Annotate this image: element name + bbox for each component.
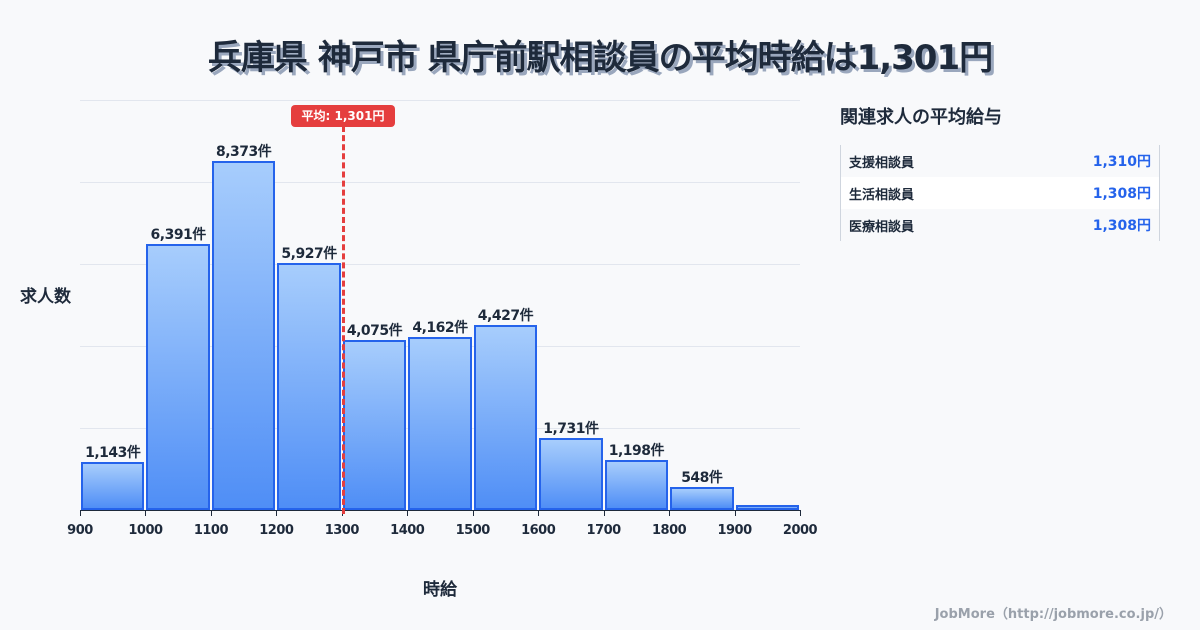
x-tick bbox=[80, 510, 81, 516]
x-axis-label: 時給 bbox=[423, 580, 457, 600]
bar-value-label: 4,162件 bbox=[412, 319, 468, 336]
x-tick-label: 1500 bbox=[455, 523, 491, 538]
job-name: 医療相談員 bbox=[849, 219, 915, 235]
histogram-bar bbox=[735, 505, 799, 510]
page-title: 兵庫県 神戸市 県庁前駅相談員の平均時給は1,301円 bbox=[207, 38, 993, 78]
x-tick-label: 1600 bbox=[521, 523, 556, 538]
histogram-bar bbox=[604, 460, 669, 510]
bar-value-label: 1,731件 bbox=[543, 420, 599, 437]
x-tick bbox=[538, 510, 540, 516]
job-name: 支援相談員 bbox=[849, 155, 915, 171]
related-salary-title: 関連求人の平均給与 bbox=[840, 107, 1002, 128]
histogram-bar bbox=[670, 487, 734, 510]
histogram-bar bbox=[81, 462, 145, 510]
footer-credit: JobMore（http://jobmore.co.jp/） bbox=[934, 607, 1172, 622]
x-tick bbox=[669, 510, 671, 516]
related-salary-row: 医療相談員 1,308円 bbox=[841, 209, 1159, 241]
x-tick-label: 1000 bbox=[128, 523, 163, 538]
x-tick-label: 1800 bbox=[651, 523, 687, 538]
job-salary: 1,310円 bbox=[1092, 154, 1151, 170]
x-axis bbox=[80, 510, 800, 511]
bar-value-label: 1,143件 bbox=[85, 445, 141, 462]
histogram-bar bbox=[211, 160, 276, 510]
histogram-bar bbox=[146, 243, 210, 510]
bar-value-label: 6,391件 bbox=[150, 226, 207, 243]
histogram-bar bbox=[277, 262, 341, 510]
bar-value-label: 1,198件 bbox=[608, 443, 665, 460]
bar-value-label: 5,927件 bbox=[281, 245, 337, 262]
gridline bbox=[80, 100, 800, 101]
x-tick-label: 1200 bbox=[259, 523, 294, 538]
x-tick-label: 1400 bbox=[390, 523, 425, 538]
x-tick-label: 1700 bbox=[586, 523, 622, 538]
job-salary: 1,308円 bbox=[1092, 186, 1151, 202]
related-salary-row: 生活相談員 1,308円 bbox=[841, 177, 1159, 209]
average-badge: 平均: 1,301円 bbox=[291, 105, 395, 127]
bar-value-label: 4,427件 bbox=[477, 308, 534, 325]
histogram-bar bbox=[342, 340, 407, 510]
x-tick bbox=[472, 510, 474, 516]
x-tick bbox=[603, 510, 605, 516]
x-tick-label: 900 bbox=[67, 523, 93, 538]
bar-value-label: 548件 bbox=[681, 470, 723, 487]
histogram-plot: 1,143件 6,391件 8,373件 5,927件 4,075件 4,162件 4,42… bbox=[80, 100, 800, 510]
average-line bbox=[342, 126, 345, 514]
histogram-bar bbox=[473, 325, 538, 510]
x-tick bbox=[800, 510, 801, 516]
x-tick bbox=[210, 510, 212, 516]
bar-value-label: 4,075件 bbox=[346, 323, 403, 340]
x-tick bbox=[407, 510, 409, 516]
histogram-bar bbox=[539, 437, 603, 510]
x-tick-label: 1100 bbox=[193, 523, 229, 538]
gridline bbox=[80, 264, 800, 265]
x-tick-label: 1300 bbox=[324, 523, 360, 538]
related-salary-table: 支援相談員 1,310円 生活相談員 1,308円 医療相談員 1,308円 bbox=[840, 145, 1160, 241]
job-salary: 1,308円 bbox=[1092, 218, 1151, 234]
gridline bbox=[80, 182, 800, 183]
x-tick bbox=[145, 510, 147, 516]
bar-value-label: 8,373件 bbox=[215, 143, 272, 160]
histogram-bar bbox=[408, 336, 472, 510]
job-name: 生活相談員 bbox=[849, 187, 915, 203]
x-tick bbox=[734, 510, 736, 516]
y-axis-label: 求人数 bbox=[20, 287, 71, 307]
x-tick-label: 1900 bbox=[717, 523, 752, 538]
x-tick bbox=[276, 510, 278, 516]
x-tick-label: 2000 bbox=[782, 523, 818, 538]
related-salary-row: 支援相談員 1,310円 bbox=[841, 145, 1159, 177]
